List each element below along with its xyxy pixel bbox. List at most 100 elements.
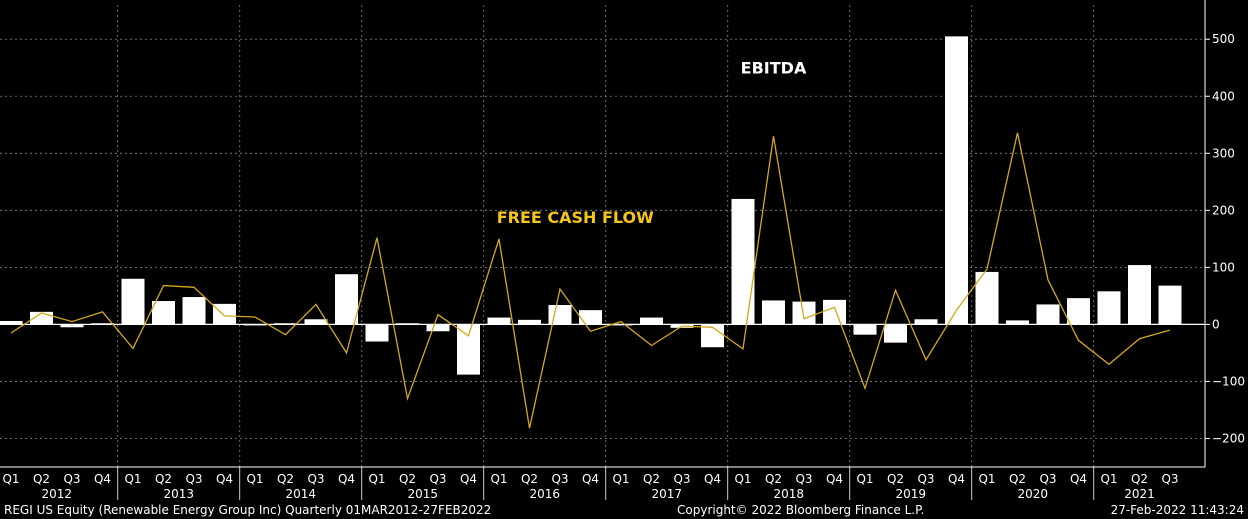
x-tick-label: Q3 [307, 472, 324, 486]
x-tick-label: Q3 [917, 472, 934, 486]
ebitda-bar [579, 310, 602, 325]
ebitda-bar [1067, 298, 1090, 325]
year-label: 2018 [773, 487, 804, 501]
year-label: 2012 [41, 487, 72, 501]
ebitda-bar [182, 297, 206, 325]
free-cash-flow-line-layer [10, 132, 1171, 429]
axes: −200 −100 0 100 200 300 400 500 Q1 Q2 Q3 Q4 Q1 Q2 Q3 Q4… [0, 0, 1245, 501]
x-tick-label: Q3 [795, 472, 812, 486]
year-label: 2017 [651, 487, 682, 501]
x-tick-label: Q1 [1100, 472, 1117, 486]
ebitda-bar [213, 303, 236, 325]
x-tick-label: Q3 [429, 472, 446, 486]
ebitda-bar [365, 324, 389, 342]
y-tick-label: 400 [1212, 89, 1235, 103]
x-tick-label: Q4 [704, 472, 721, 486]
x-tick-label: Q2 [277, 472, 294, 486]
x-tick-label: Q3 [673, 472, 690, 486]
y-tick-label: 300 [1212, 146, 1235, 160]
footer-copyright: Copyright© 2022 Bloomberg Finance L.P. [677, 503, 925, 517]
x-tick-label: Q2 [399, 472, 416, 486]
ebitda-bar [457, 324, 480, 375]
x-tick-label: Q1 [612, 472, 629, 486]
x-tick-label: Q4 [216, 472, 233, 486]
y-tick-label: −100 [1212, 374, 1245, 388]
x-tick-label: Q2 [887, 472, 904, 486]
y-tick-label: 200 [1212, 203, 1235, 217]
ebitda-bar [1158, 285, 1182, 325]
y-tick-label: 500 [1212, 32, 1235, 46]
grid-lines [0, 5, 1205, 467]
ebitda-bar [884, 324, 907, 343]
x-tick-label: Q4 [338, 472, 355, 486]
x-tick-label: Q4 [94, 472, 111, 486]
x-tick-label: Q1 [856, 472, 873, 486]
ebitda-bar [548, 305, 572, 325]
ebitda-bar [640, 317, 663, 325]
ebitda-bar [396, 323, 419, 325]
x-tick-label: Q3 [551, 472, 568, 486]
x-tick-label: Q2 [33, 472, 50, 486]
ebitda-bar [945, 36, 968, 325]
y-tick-label: 0 [1212, 317, 1220, 331]
ebitda-bar [274, 323, 297, 325]
ebitda-bar [609, 324, 633, 326]
x-tick-label: Q2 [765, 472, 782, 486]
ebitda-bar [914, 319, 938, 325]
x-tick-label: Q4 [1070, 472, 1087, 486]
ebitda-bar [823, 299, 846, 325]
ebitda-bar [701, 324, 724, 348]
ebitda-bar [304, 319, 328, 325]
ebitda-bar [60, 324, 84, 328]
x-tick-label: Q2 [521, 472, 538, 486]
free-cash-flow-line [10, 132, 1171, 429]
ebitda-bar [1097, 291, 1121, 325]
x-tick-label: Q2 [155, 472, 172, 486]
ebitda-bar [243, 324, 267, 326]
ebitda-bar [792, 301, 816, 325]
year-label: 2013 [163, 487, 194, 501]
x-tick-label: Q2 [1131, 472, 1148, 486]
x-tick-label: Q2 [643, 472, 660, 486]
ebitda-bar [91, 323, 114, 325]
x-tick-label: Q1 [2, 472, 19, 486]
year-label: 2015 [407, 487, 438, 501]
year-label: 2019 [895, 487, 926, 501]
year-label: 2021 [1124, 487, 1155, 501]
ebitda-bar [487, 317, 511, 325]
ebitda-bars [0, 36, 1182, 375]
annotation-free-cash-flow: FREE CASH FLOW [497, 208, 654, 227]
ebitda-bar [0, 320, 23, 325]
ebitda-bar [152, 301, 175, 325]
footer-timestamp: 27-Feb-2022 11:43:24 [1110, 503, 1244, 517]
x-tick-label: Q1 [246, 472, 263, 486]
x-tick-label: Q2 [1009, 472, 1026, 486]
y-tick-label: −200 [1212, 431, 1245, 445]
x-tick-label: Q1 [368, 472, 385, 486]
ebitda-bar [121, 278, 145, 325]
x-tick-label: Q3 [1039, 472, 1056, 486]
x-tick-label: Q3 [63, 472, 80, 486]
year-label: 2020 [1017, 487, 1048, 501]
ebitda-bar [975, 271, 999, 325]
annotation-ebitda: EBITDA [741, 58, 807, 77]
x-tick-label: Q3 [1161, 472, 1178, 486]
x-tick-label: Q1 [490, 472, 507, 486]
footer-security-info: REGI US Equity (Renewable Energy Group I… [4, 503, 492, 517]
ebitda-bar [426, 324, 450, 332]
ebitda-bar [731, 198, 755, 325]
x-tick-label: Q4 [582, 472, 599, 486]
ebitda-bar [1128, 265, 1151, 325]
x-tick-label: Q1 [124, 472, 141, 486]
ebitda-bar [335, 274, 358, 325]
x-tick-label: Q4 [948, 472, 965, 486]
x-tick-label: Q4 [460, 472, 477, 486]
x-tick-label: Q3 [185, 472, 202, 486]
ebitda-bar [1006, 320, 1029, 325]
ebitda-bar [518, 319, 541, 325]
x-tick-label: Q4 [826, 472, 843, 486]
ebitda-bar [1036, 304, 1060, 325]
year-label: 2014 [285, 487, 316, 501]
x-tick-label: Q1 [978, 472, 995, 486]
